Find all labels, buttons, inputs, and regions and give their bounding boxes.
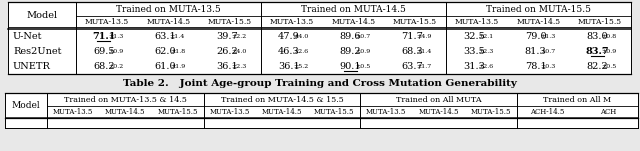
Text: ±2.6: ±2.6 [293, 49, 308, 54]
Text: 46.3: 46.3 [278, 47, 300, 56]
Text: ±4.9: ±4.9 [417, 34, 432, 39]
Text: MUTA-14.5: MUTA-14.5 [262, 108, 302, 116]
Text: Model: Model [12, 101, 40, 110]
Text: 26.2: 26.2 [216, 47, 238, 56]
Text: Trained on MUTA-13.5: Trained on MUTA-13.5 [116, 5, 221, 13]
Text: MUTA-13.5: MUTA-13.5 [269, 19, 314, 26]
Text: ±0.5: ±0.5 [602, 64, 617, 69]
Text: 68.3: 68.3 [401, 47, 423, 56]
Text: 31.3: 31.3 [463, 62, 484, 71]
Text: MUTA-14.5: MUTA-14.5 [332, 19, 376, 26]
Text: ±0.5: ±0.5 [355, 64, 370, 69]
Text: 89.2: 89.2 [340, 47, 362, 56]
Text: ±0.9: ±0.9 [108, 49, 124, 54]
Text: Trained on MUTA-15.5: Trained on MUTA-15.5 [486, 5, 591, 13]
Text: 68.2: 68.2 [93, 62, 115, 71]
Text: MUTA-14.5: MUTA-14.5 [147, 19, 191, 26]
Text: UNETR: UNETR [13, 62, 51, 71]
Text: ±1.4: ±1.4 [417, 49, 432, 54]
Text: ±1.4: ±1.4 [170, 34, 185, 39]
Text: ±1.3: ±1.3 [108, 34, 124, 39]
Text: Model: Model [26, 11, 58, 20]
Text: 36.1: 36.1 [216, 62, 238, 71]
Text: MUTA-14.5: MUTA-14.5 [419, 108, 459, 116]
Text: 79.0: 79.0 [525, 32, 547, 41]
Text: 81.3: 81.3 [525, 47, 547, 56]
Text: Res2Unet: Res2Unet [13, 47, 61, 56]
Bar [5, 93, 638, 128]
Text: ±2.6: ±2.6 [478, 64, 493, 69]
Text: ACH: ACH [600, 108, 616, 116]
Text: ±1.3: ±1.3 [540, 34, 555, 39]
Text: 47.9: 47.9 [278, 32, 300, 41]
Text: U-Net: U-Net [13, 32, 42, 41]
Text: 83.7: 83.7 [586, 47, 609, 56]
Text: Trained on All MUTA: Trained on All MUTA [396, 95, 481, 103]
Text: ±2.3: ±2.3 [232, 64, 247, 69]
Text: 39.7: 39.7 [216, 32, 238, 41]
Text: MUTA-13.5: MUTA-13.5 [366, 108, 406, 116]
Text: MUTA-15.5: MUTA-15.5 [314, 108, 355, 116]
Text: MUTA-15.5: MUTA-15.5 [470, 108, 511, 116]
Text: Trained on All M: Trained on All M [543, 95, 611, 103]
Text: ±2.1: ±2.1 [478, 34, 493, 39]
Text: ±2.3: ±2.3 [478, 49, 493, 54]
Text: 71.1: 71.1 [92, 32, 116, 41]
Text: 71.7: 71.7 [401, 32, 423, 41]
Text: ±0.9: ±0.9 [355, 49, 370, 54]
Text: 33.5: 33.5 [463, 47, 484, 56]
Text: MUTA-13.5: MUTA-13.5 [84, 19, 129, 26]
Text: ±1.9: ±1.9 [170, 64, 185, 69]
Text: 36.1: 36.1 [278, 62, 300, 71]
Text: 69.5: 69.5 [93, 47, 115, 56]
Text: MUTA-13.5: MUTA-13.5 [53, 108, 93, 116]
Text: MUTA-15.5: MUTA-15.5 [208, 19, 252, 26]
Text: Trained on MUTA-14.5 & 15.5: Trained on MUTA-14.5 & 15.5 [221, 95, 343, 103]
Text: MUTA-15.5: MUTA-15.5 [157, 108, 198, 116]
Text: ±5.2: ±5.2 [293, 64, 308, 69]
Text: MUTA-13.5: MUTA-13.5 [454, 19, 499, 26]
Text: 62.0: 62.0 [155, 47, 176, 56]
Text: ±0.7: ±0.7 [540, 49, 555, 54]
Bar [8, 2, 631, 74]
Text: ±0.2: ±0.2 [108, 64, 124, 69]
Text: ±2.2: ±2.2 [232, 34, 247, 39]
Text: ±0.9: ±0.9 [602, 49, 617, 54]
Text: ±1.8: ±1.8 [170, 49, 185, 54]
Text: MUTA-13.5: MUTA-13.5 [209, 108, 250, 116]
Text: ±4.0: ±4.0 [232, 49, 247, 54]
Text: 63.1: 63.1 [155, 32, 177, 41]
Text: ±4.0: ±4.0 [293, 34, 308, 39]
Text: 61.0: 61.0 [155, 62, 176, 71]
Text: 89.6: 89.6 [340, 32, 361, 41]
Text: 63.7: 63.7 [401, 62, 423, 71]
Text: Trained on MUTA-13.5 & 14.5: Trained on MUTA-13.5 & 14.5 [64, 95, 187, 103]
Text: MUTA-15.5: MUTA-15.5 [393, 19, 437, 26]
Text: MUTA-14.5: MUTA-14.5 [105, 108, 145, 116]
Text: Table 2.   Joint Age-group Training and Cross Mutation Generability: Table 2. Joint Age-group Training and Cr… [123, 79, 517, 88]
Text: ±0.3: ±0.3 [540, 64, 555, 69]
Text: ±1.7: ±1.7 [417, 64, 432, 69]
Text: ±0.8: ±0.8 [602, 34, 617, 39]
Text: MUTA-14.5: MUTA-14.5 [516, 19, 561, 26]
Text: 83.0: 83.0 [586, 32, 608, 41]
Text: 82.2: 82.2 [586, 62, 608, 71]
Text: ACH-14.5: ACH-14.5 [530, 108, 564, 116]
Text: ±0.7: ±0.7 [355, 34, 370, 39]
Text: 32.5: 32.5 [463, 32, 484, 41]
Text: Trained on MUTA-14.5: Trained on MUTA-14.5 [301, 5, 406, 13]
Text: MUTA-15.5: MUTA-15.5 [578, 19, 622, 26]
Text: 78.1: 78.1 [525, 62, 547, 71]
Text: 90.1: 90.1 [340, 62, 362, 71]
